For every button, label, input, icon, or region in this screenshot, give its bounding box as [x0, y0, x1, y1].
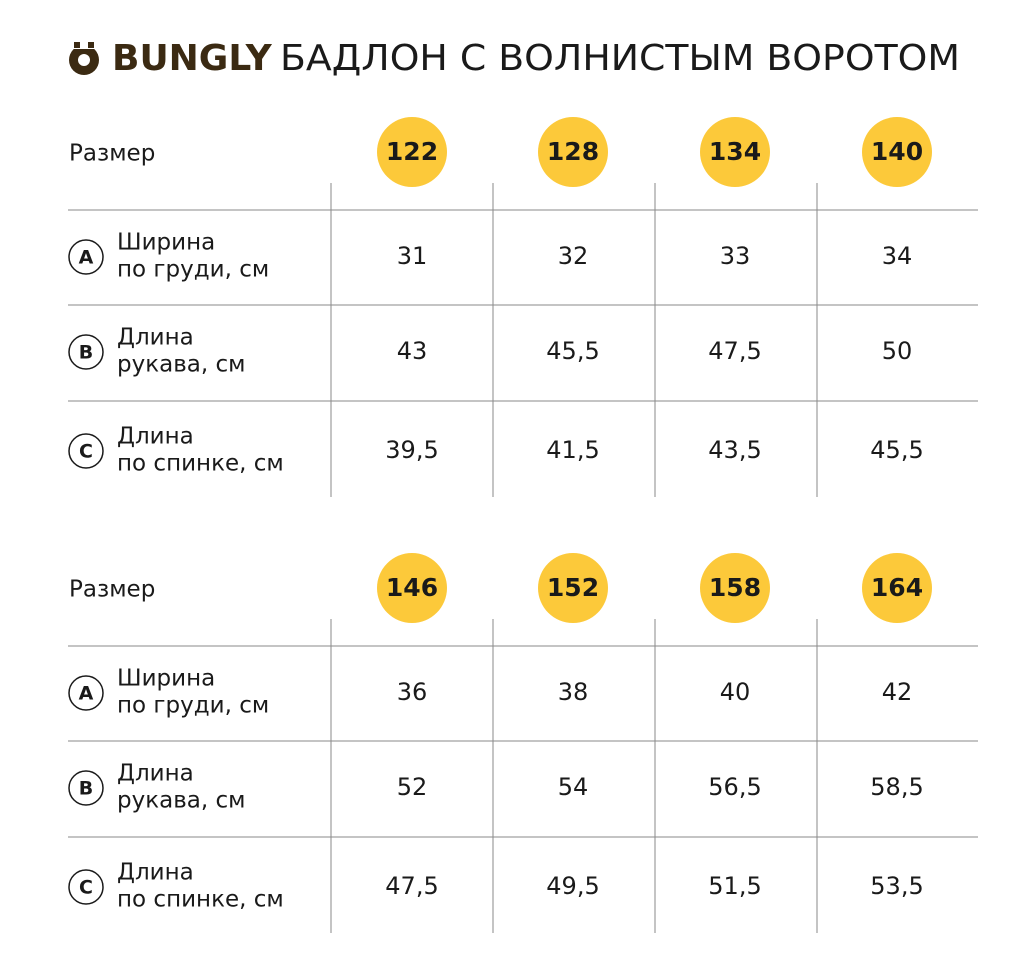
size-badge — [538, 553, 608, 623]
marker-circle — [68, 433, 104, 469]
row-label: по спинке, см — [117, 451, 284, 477]
size-label: Размер — [69, 577, 155, 603]
size-badge — [700, 117, 770, 187]
row-label: по спинке, см — [117, 887, 284, 913]
row-label: Длина — [117, 424, 194, 450]
cell-value: 49,5 — [546, 872, 599, 900]
cell-value: 54 — [558, 773, 589, 801]
marker: B — [79, 778, 93, 800]
cell-value: 40 — [720, 678, 751, 706]
cell-value: 34 — [882, 242, 913, 270]
size-value: 128 — [547, 137, 599, 166]
cell-value: 53,5 — [870, 872, 923, 900]
size-label: Размер — [69, 141, 155, 167]
cell-value: 47,5 — [708, 337, 761, 365]
cell-value: 41,5 — [546, 436, 599, 464]
cell-value: 43,5 — [708, 436, 761, 464]
title: БАДЛОН С ВОЛНИСТЫМ ВОРОТОМ — [280, 38, 960, 79]
cell-value: 58,5 — [870, 773, 923, 801]
size-value: 164 — [871, 573, 923, 602]
row-label: по груди, см — [117, 693, 269, 719]
cell-value: 42 — [882, 678, 913, 706]
size-badge — [700, 553, 770, 623]
cell-value: 43 — [397, 337, 428, 365]
size-badge — [862, 117, 932, 187]
size-badge — [377, 553, 447, 623]
row-label: Ширина — [117, 666, 215, 692]
cell-value: 38 — [558, 678, 589, 706]
marker: C — [79, 441, 93, 463]
size-value: 122 — [386, 137, 438, 166]
cell-value: 32 — [558, 242, 589, 270]
row-label: рукава, см — [117, 788, 245, 814]
row-label: Длина — [117, 325, 194, 351]
cell-value: 52 — [397, 773, 428, 801]
logo-icon — [68, 41, 100, 75]
marker-circle — [68, 675, 104, 711]
size-badge — [862, 553, 932, 623]
cell-value: 56,5 — [708, 773, 761, 801]
size-value: 152 — [547, 573, 599, 602]
size-value: 134 — [709, 137, 761, 166]
marker: A — [79, 683, 94, 705]
cell-value: 50 — [882, 337, 913, 365]
row-label: рукава, см — [117, 352, 245, 378]
row-label: Длина — [117, 761, 194, 787]
brand: BUNGLY — [112, 38, 273, 79]
marker: C — [79, 877, 93, 899]
cell-value: 33 — [720, 242, 751, 270]
cell-value: 45,5 — [870, 436, 923, 464]
size-badge — [377, 117, 447, 187]
marker: A — [79, 247, 94, 269]
row-label: Ширина — [117, 230, 215, 256]
size-badge — [538, 117, 608, 187]
marker-circle — [68, 770, 104, 806]
size-value: 146 — [386, 573, 438, 602]
marker-circle — [68, 334, 104, 370]
size-value: 158 — [709, 573, 761, 602]
cell-value: 36 — [397, 678, 428, 706]
row-label: по груди, см — [117, 257, 269, 283]
cell-value: 45,5 — [546, 337, 599, 365]
row-label: Длина — [117, 860, 194, 886]
cell-value: 39,5 — [385, 436, 438, 464]
cell-value: 51,5 — [708, 872, 761, 900]
cell-value: 47,5 — [385, 872, 438, 900]
size-value: 140 — [871, 137, 923, 166]
marker-circle — [68, 239, 104, 275]
marker: B — [79, 342, 93, 364]
marker-circle — [68, 869, 104, 905]
cell-value: 31 — [397, 242, 428, 270]
